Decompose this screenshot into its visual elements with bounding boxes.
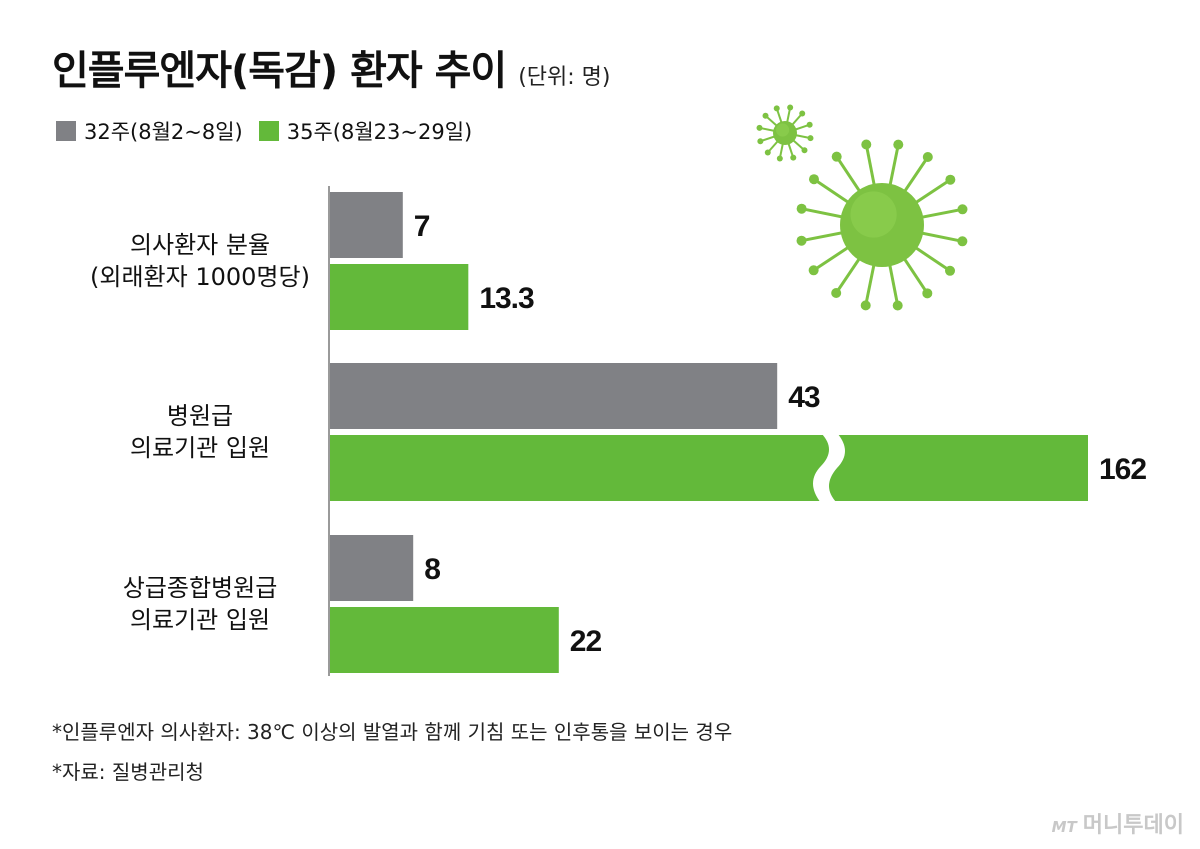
watermark-mark: MT: [1051, 818, 1077, 836]
footnote-source: *자료: 질병관리청: [52, 760, 204, 784]
bar: [330, 363, 778, 429]
axis-break-mark: [813, 433, 845, 503]
data-label: 22: [570, 625, 602, 658]
category-label-line: 의료기관 입원: [130, 434, 270, 462]
category-label-line: 병원급: [167, 402, 233, 430]
title-row: 인플루엔자(독감) 환자 추이 (단위: 명): [52, 38, 611, 96]
virus-small-icon: [756, 104, 814, 162]
bar: [330, 607, 559, 673]
unit-label: (단위: 명): [518, 65, 611, 90]
category-label-line: (외래환자 1000명당): [90, 263, 310, 291]
category-label-line: 상급종합병원급: [123, 574, 278, 602]
legend-label-series2: 35주(8월23~29일): [286, 120, 473, 144]
category-label-line: 의료기관 입원: [130, 606, 270, 634]
legend-swatch-series1: [56, 121, 76, 141]
legend-swatch-series2: [258, 121, 279, 141]
watermark-name: 머니투데이: [1082, 813, 1184, 838]
chart-title: 인플루엔자(독감) 환자 추이: [52, 48, 507, 94]
data-label: 162: [1099, 453, 1146, 486]
category-label: 의사환자 분율 (외래환자 1000명당): [90, 231, 310, 291]
data-label: 7: [414, 210, 430, 243]
bar: [330, 264, 469, 330]
bar: [330, 435, 1088, 501]
bar: [330, 192, 403, 258]
legend-item-series1: 32주(8월2~8일): [56, 116, 243, 146]
footnote-definition: *인플루엔자 의사환자: 38℃ 이상의 발열과 함께 기침 또는 인후통을 보…: [52, 720, 733, 744]
data-label: 13.3: [479, 282, 534, 315]
legend: 32주(8월2~8일) 35주(8월23~29일): [56, 116, 488, 146]
category-label-line: 의사환자 분율: [130, 231, 270, 259]
watermark: MT 머니투데이: [1052, 807, 1184, 839]
legend-label-series1: 32주(8월2~8일): [84, 120, 243, 144]
data-label: 8: [424, 553, 440, 586]
bar: [330, 535, 414, 601]
data-label: 43: [788, 381, 820, 414]
legend-item-series2: 35주(8월23~29일): [258, 116, 473, 146]
virus-large-icon: [796, 139, 968, 311]
